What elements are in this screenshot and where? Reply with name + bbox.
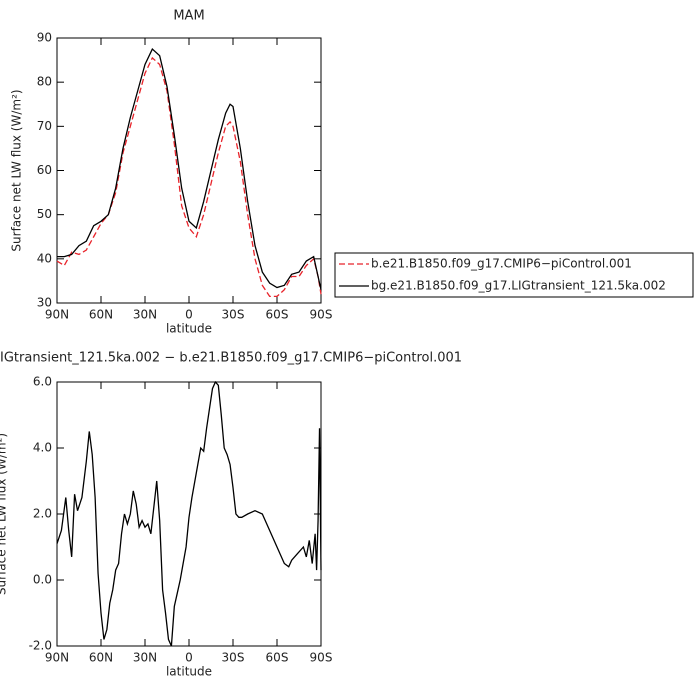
x-tick-label: 60S — [266, 651, 289, 665]
y-axis-label: Surface net LW flux (W/m²) — [10, 89, 24, 251]
y-tick-label: 80 — [37, 75, 52, 89]
y-tick-label: 0.0 — [33, 573, 52, 587]
x-tick-label: 90S — [310, 308, 333, 322]
x-tick-label: 0 — [185, 308, 193, 322]
x-tick-label: 60S — [266, 308, 289, 322]
data-line — [56, 380, 322, 647]
y-tick-label: 30 — [37, 296, 52, 310]
x-tick-label: 60N — [89, 308, 113, 322]
x-tick-label: 30S — [222, 651, 245, 665]
plot-frame — [56, 37, 322, 304]
y-tick-label: 60 — [37, 163, 52, 177]
y-tick-label: 90 — [37, 31, 52, 45]
y-tick-label: 4.0 — [33, 441, 52, 455]
x-axis-label: latitude — [166, 322, 212, 336]
y-tick-label: 70 — [37, 119, 52, 133]
legend-box — [334, 252, 694, 298]
legend-label: bg.e21.B1850.f09_g17.LIGtransient_121.5k… — [371, 279, 666, 293]
y-tick-label: 6.0 — [33, 375, 52, 389]
chart-title: IGtransient_121.5ka.002 − b.e21.B1850.f0… — [0, 351, 462, 366]
x-tick-label: 60N — [89, 651, 113, 665]
x-axis-label: latitude — [166, 665, 212, 679]
data-line — [57, 47, 322, 290]
x-tick-label: 30N — [133, 308, 157, 322]
x-tick-label: 0 — [185, 651, 193, 665]
x-tick-label: 90S — [310, 651, 333, 665]
y-tick-label: 50 — [37, 207, 52, 221]
y-tick-label: 2.0 — [33, 507, 52, 521]
data-line — [56, 56, 322, 298]
x-tick-label: 30N — [133, 651, 157, 665]
chart-title: MAM — [173, 9, 204, 24]
y-axis-label: Surface net LW flux (W/m²) — [0, 433, 9, 595]
x-tick-label: 90N — [45, 651, 69, 665]
x-tick-label: 90N — [45, 308, 69, 322]
x-tick-label: 30S — [222, 308, 245, 322]
y-tick-label: 40 — [37, 251, 52, 265]
y-tick-label: -2.0 — [29, 639, 52, 653]
legend-label: b.e21.B1850.f09_g17.CMIP6−piControl.001 — [371, 257, 632, 271]
